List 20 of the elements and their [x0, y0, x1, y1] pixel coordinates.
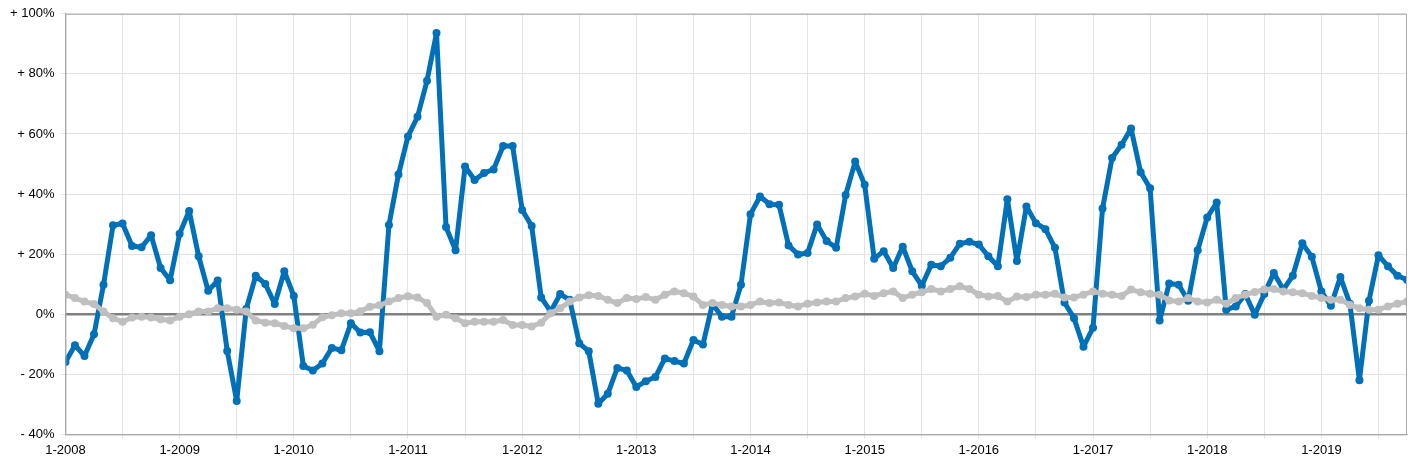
y-tick-label: + 40% — [17, 185, 55, 201]
y-tick-label: + 60% — [17, 125, 55, 141]
x-tick-label: 1-2016 — [958, 441, 1000, 457]
x-tick-label: 1-2008 — [45, 441, 86, 457]
x-tick-label: 1-2013 — [616, 441, 657, 457]
x-tick-label: 1-2017 — [1072, 441, 1114, 457]
x-tick-label: 1-2010 — [273, 441, 315, 457]
x-tick-label: 1-2015 — [844, 441, 885, 457]
y-tick-label: - 40% — [20, 425, 55, 441]
x-tick-label: 1-2012 — [501, 441, 543, 457]
x-tick-label: 1-2009 — [159, 441, 200, 457]
x-tick-label: 1-2018 — [1186, 441, 1228, 457]
x-tick-label: 1-2019 — [1301, 441, 1342, 457]
y-tick-label: 0% — [35, 305, 55, 321]
y-tick-label: + 80% — [17, 65, 55, 81]
x-tick-label: 1-2014 — [730, 441, 771, 457]
x-tick-label: 1-2011 — [388, 441, 428, 457]
y-tick-label: + 100% — [10, 5, 55, 21]
y-tick-label: - 20% — [20, 365, 55, 381]
y-tick-label: + 20% — [17, 245, 55, 261]
